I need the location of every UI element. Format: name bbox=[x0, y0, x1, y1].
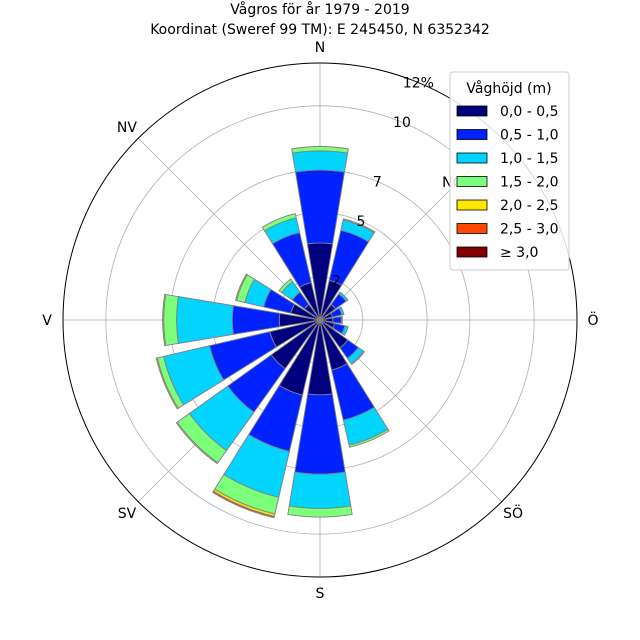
legend-label-2: 1,0 - 1,5 bbox=[500, 151, 558, 167]
legend-swatch-0 bbox=[456, 105, 488, 117]
bar-0-bin-3 bbox=[291, 146, 349, 154]
bar-67.5-bin-2 bbox=[338, 306, 345, 316]
legend-label-3: 1,5 - 2,0 bbox=[500, 175, 558, 191]
legend-swatch-1 bbox=[456, 129, 488, 140]
bar-270-bin-2 bbox=[176, 296, 234, 344]
direction-label-7: NV bbox=[117, 120, 137, 136]
legend: Våghöjd (m) 0,0 - 0,5 0,5 - 1,0 1,0 - 1,5 1… bbox=[449, 71, 570, 271]
direction-label-6: V bbox=[42, 313, 52, 329]
bar-180-bin-2 bbox=[288, 471, 352, 509]
legend-entries: 0,0 - 0,5 0,5 - 1,0 1,0 - 1,5 1,5 - 2,0 2,0 … bbox=[456, 104, 558, 261]
sector-bars bbox=[155, 146, 390, 519]
bar-337.5-bin-3 bbox=[261, 213, 297, 232]
legend-box bbox=[449, 71, 570, 271]
outer-frame bbox=[62, 62, 578, 578]
legend-title: Våghöjd (m) bbox=[466, 80, 551, 97]
radial-label-1: 5 bbox=[357, 214, 366, 230]
bar-157.5-bin-3 bbox=[348, 428, 390, 448]
chart-title: Vågros för år 1979 - 2019 bbox=[230, 1, 409, 18]
direction-label-0: N bbox=[315, 40, 325, 56]
bar-270-bin-3 bbox=[163, 293, 179, 347]
bar-90-bin-1 bbox=[332, 315, 342, 325]
bar-270-bin-4 bbox=[162, 293, 167, 347]
legend-label-1: 0,5 - 1,0 bbox=[500, 128, 558, 144]
chart-subtitle: Koordinat (Sweref 99 TM): E 245450, N 63… bbox=[150, 22, 490, 38]
direction-label-3: SÖ bbox=[503, 504, 523, 522]
legend-label-0: 0,0 - 0,5 bbox=[500, 104, 558, 120]
legend-label-6: ≥ 3,0 bbox=[500, 245, 538, 261]
bar-0-bin-1 bbox=[294, 169, 346, 245]
bar-22.5-bin-3 bbox=[342, 218, 376, 234]
direction-label-5: SV bbox=[118, 506, 137, 522]
radial-label-2: 7 bbox=[373, 174, 382, 190]
legend-swatch-5 bbox=[456, 223, 488, 234]
radial-tick-labels: 2 5 7 10 12% bbox=[332, 76, 434, 290]
bar-315-bin-3 bbox=[278, 278, 294, 294]
legend-swatch-4 bbox=[456, 199, 488, 211]
radial-label-0: 2 bbox=[332, 273, 341, 289]
radial-label-4: 12% bbox=[403, 76, 434, 92]
direction-label-2: Ö bbox=[587, 311, 598, 329]
legend-label-4: 2,0 - 2,5 bbox=[500, 198, 558, 214]
bar-90-bin-2 bbox=[340, 315, 343, 325]
radial-label-3: 10 bbox=[393, 115, 411, 131]
bar-0-bin-2 bbox=[291, 150, 349, 173]
bar-112.5-bin-2 bbox=[341, 325, 349, 336]
bar-180-bin-1 bbox=[294, 393, 346, 475]
bar-270-bin-1 bbox=[231, 305, 281, 335]
direction-label-4: S bbox=[316, 586, 325, 602]
bar-180-bin-3 bbox=[287, 505, 353, 518]
bar-135-bin-3 bbox=[350, 350, 366, 366]
legend-swatch-6 bbox=[456, 246, 488, 258]
bar-247.5-bin-4 bbox=[155, 357, 179, 410]
legend-label-5: 2,5 - 3,0 bbox=[500, 222, 558, 238]
bar-202.5-bin-5 bbox=[212, 490, 275, 519]
legend-swatch-2 bbox=[456, 152, 488, 164]
bar-45-bin-2 bbox=[338, 291, 349, 302]
bar-292.5-bin-4 bbox=[234, 273, 248, 302]
bar-225-bin-4 bbox=[175, 421, 219, 465]
direction-labels: NÖSÖSSVVNVNO bbox=[42, 40, 598, 602]
legend-swatch-3 bbox=[456, 176, 488, 187]
